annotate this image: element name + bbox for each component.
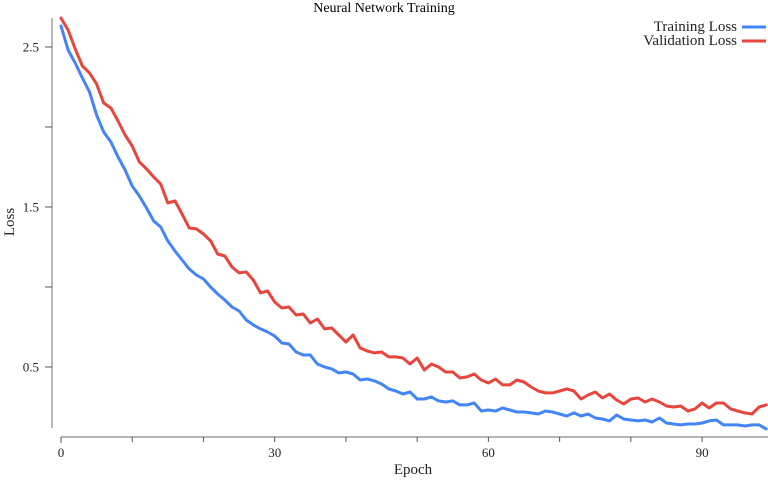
x-tick-label: 30 — [268, 445, 281, 460]
training-loss-line — [59, 24, 768, 431]
x-tick-label: 60 — [482, 445, 495, 460]
legend-label-validation: Validation Loss — [643, 33, 737, 49]
legend: Training Loss Validation Loss — [643, 19, 766, 49]
validation-loss-line — [59, 16, 768, 416]
x-tick-label: 90 — [696, 445, 709, 460]
x-axis-ticks: 0 30 60 90 — [58, 437, 709, 460]
y-axis-ticks: 0.5 1.5 2.5 — [23, 40, 52, 375]
y-axis-label: Loss — [2, 208, 18, 237]
y-tick-label: 1.5 — [23, 200, 39, 215]
x-tick-label: 0 — [58, 445, 65, 460]
chart-title: Neural Network Training — [313, 1, 455, 16]
legend-label-training: Training Loss — [654, 19, 737, 35]
x-axis-label: Epoch — [394, 462, 433, 478]
y-tick-label: 0.5 — [23, 360, 39, 375]
y-tick-label: 2.5 — [23, 40, 39, 55]
